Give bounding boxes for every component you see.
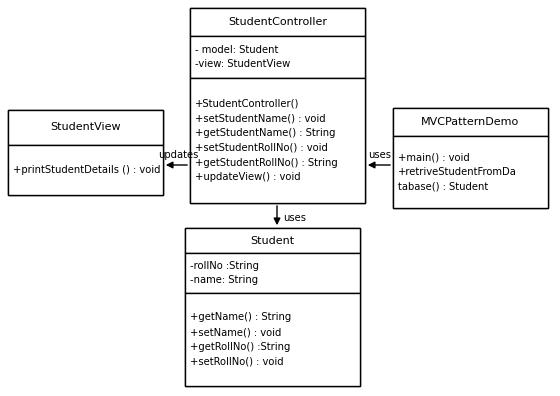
Bar <box>185 293 360 386</box>
Bar <box>190 8 365 203</box>
Bar <box>8 145 163 195</box>
Bar <box>190 8 365 36</box>
Bar <box>185 228 360 386</box>
Text: uses: uses <box>368 150 391 160</box>
Text: Student: Student <box>250 236 295 246</box>
Text: StudentController: StudentController <box>228 17 327 27</box>
Text: updates: updates <box>158 150 198 160</box>
Text: StudentView: StudentView <box>50 122 121 133</box>
Bar <box>185 253 360 293</box>
Bar <box>190 78 365 203</box>
Text: - model: Student
-view: StudentView: - model: Student -view: StudentView <box>195 45 290 69</box>
Text: MVCPatternDemo: MVCPatternDemo <box>421 117 520 127</box>
Text: +printStudentDetails () : void: +printStudentDetails () : void <box>13 165 161 175</box>
Text: +StudentController()
+setStudentName() : void
+getStudentName() : String
+setStu: +StudentController() +setStudentName() :… <box>195 99 338 183</box>
Bar <box>393 108 548 208</box>
Text: -rollNo :String
-name: String: -rollNo :String -name: String <box>190 261 259 286</box>
Bar <box>8 110 163 145</box>
Text: +getName() : String
+setName() : void
+getRollNo() :String
+setRollNo() : void: +getName() : String +setName() : void +g… <box>190 312 291 367</box>
Bar <box>393 136 548 208</box>
Text: +main() : void
+retriveStudentFromDa
tabase() : Student: +main() : void +retriveStudentFromDa tab… <box>398 152 517 192</box>
Bar <box>190 36 365 78</box>
Bar <box>393 108 548 136</box>
Text: uses: uses <box>283 213 306 223</box>
Bar <box>8 110 163 195</box>
Bar <box>185 228 360 253</box>
